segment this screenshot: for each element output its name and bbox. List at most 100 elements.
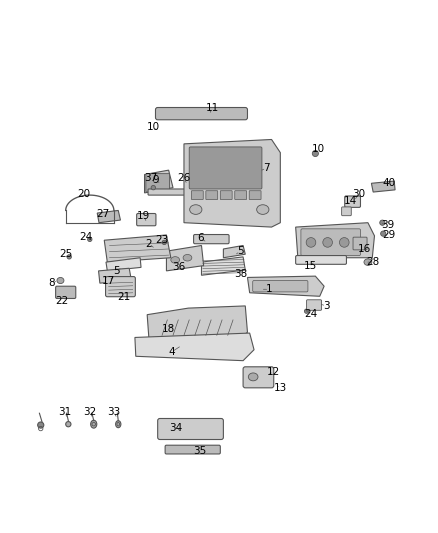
FancyBboxPatch shape	[137, 214, 156, 226]
Text: 28: 28	[367, 257, 380, 267]
Text: 40: 40	[382, 178, 396, 188]
FancyBboxPatch shape	[56, 286, 76, 298]
Text: 3: 3	[323, 301, 330, 311]
Ellipse shape	[381, 231, 386, 236]
FancyBboxPatch shape	[342, 207, 351, 216]
FancyBboxPatch shape	[206, 191, 218, 199]
FancyBboxPatch shape	[301, 229, 360, 255]
Text: 18: 18	[162, 324, 175, 334]
Ellipse shape	[88, 237, 92, 241]
Polygon shape	[166, 246, 204, 271]
Ellipse shape	[339, 238, 349, 247]
Text: 9: 9	[152, 175, 159, 185]
Text: 29: 29	[382, 230, 396, 240]
Polygon shape	[201, 257, 245, 275]
Text: 21: 21	[117, 292, 130, 302]
Text: 33: 33	[107, 407, 120, 417]
Text: 12: 12	[267, 367, 280, 377]
Polygon shape	[97, 211, 120, 223]
Text: 17: 17	[102, 276, 115, 286]
Text: 26: 26	[177, 173, 191, 183]
Text: 6: 6	[197, 233, 204, 243]
Text: 2: 2	[145, 239, 152, 249]
Polygon shape	[371, 181, 395, 192]
Polygon shape	[99, 268, 131, 283]
Polygon shape	[106, 258, 141, 271]
Text: 34: 34	[170, 423, 183, 433]
Ellipse shape	[190, 205, 202, 214]
Text: 7: 7	[263, 163, 270, 173]
Text: 25: 25	[59, 249, 72, 259]
FancyBboxPatch shape	[146, 174, 170, 192]
Ellipse shape	[162, 240, 166, 245]
Text: 8: 8	[48, 278, 55, 288]
Text: 31: 31	[58, 407, 71, 417]
Ellipse shape	[183, 254, 192, 261]
FancyBboxPatch shape	[220, 191, 232, 199]
Ellipse shape	[257, 205, 269, 214]
FancyBboxPatch shape	[194, 235, 229, 244]
FancyBboxPatch shape	[345, 196, 360, 207]
Text: 11: 11	[206, 103, 219, 113]
FancyBboxPatch shape	[243, 367, 274, 388]
Polygon shape	[104, 235, 171, 262]
FancyBboxPatch shape	[253, 280, 308, 292]
Text: 19: 19	[137, 211, 150, 221]
Text: 36: 36	[172, 262, 185, 271]
Ellipse shape	[38, 422, 44, 428]
Polygon shape	[247, 276, 324, 296]
FancyBboxPatch shape	[249, 191, 261, 199]
Text: 22: 22	[56, 296, 69, 305]
Polygon shape	[296, 223, 374, 258]
FancyBboxPatch shape	[296, 255, 346, 264]
Text: 1: 1	[266, 284, 273, 294]
Text: 37: 37	[145, 173, 158, 183]
Ellipse shape	[304, 309, 309, 313]
Text: 32: 32	[83, 407, 96, 417]
FancyBboxPatch shape	[189, 147, 262, 189]
FancyBboxPatch shape	[307, 300, 321, 310]
Polygon shape	[184, 140, 280, 227]
Text: 14: 14	[344, 196, 357, 206]
Text: 20: 20	[78, 189, 91, 199]
Polygon shape	[147, 306, 247, 342]
Polygon shape	[223, 246, 245, 258]
Text: 30: 30	[352, 189, 365, 199]
Text: 10: 10	[147, 122, 160, 132]
Ellipse shape	[91, 420, 97, 428]
Text: 38: 38	[234, 269, 247, 279]
FancyBboxPatch shape	[165, 445, 220, 454]
Text: 13: 13	[274, 383, 287, 393]
FancyBboxPatch shape	[106, 277, 135, 297]
Ellipse shape	[57, 278, 64, 284]
FancyBboxPatch shape	[191, 191, 203, 199]
Text: 23: 23	[155, 235, 169, 245]
Polygon shape	[135, 333, 254, 361]
FancyBboxPatch shape	[155, 108, 247, 120]
Text: 4: 4	[168, 347, 175, 357]
Ellipse shape	[323, 238, 332, 247]
Ellipse shape	[306, 238, 316, 247]
Polygon shape	[145, 170, 173, 193]
Ellipse shape	[364, 259, 372, 265]
FancyBboxPatch shape	[158, 418, 223, 440]
Text: 5: 5	[237, 246, 244, 256]
Ellipse shape	[116, 421, 121, 427]
Ellipse shape	[171, 257, 180, 263]
Ellipse shape	[151, 185, 155, 190]
FancyBboxPatch shape	[235, 191, 247, 199]
Ellipse shape	[312, 150, 318, 157]
Text: 24: 24	[304, 309, 318, 319]
Text: 10: 10	[312, 144, 325, 154]
Ellipse shape	[248, 373, 258, 381]
FancyBboxPatch shape	[148, 189, 187, 195]
Ellipse shape	[380, 220, 385, 225]
Ellipse shape	[67, 255, 71, 259]
Text: 15: 15	[304, 261, 317, 271]
Text: 16: 16	[358, 244, 371, 254]
Text: 5: 5	[113, 266, 120, 276]
Ellipse shape	[66, 422, 71, 427]
Text: 39: 39	[381, 220, 394, 230]
Text: 27: 27	[96, 209, 110, 219]
Text: 35: 35	[193, 446, 206, 456]
